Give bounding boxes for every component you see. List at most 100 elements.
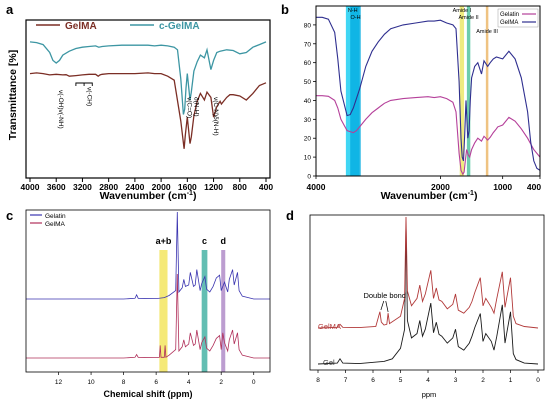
annotation-a: v(-CH): [85, 87, 92, 106]
x-tick-label-c: 10: [87, 379, 95, 386]
arrow-double-bond-2: [385, 300, 389, 313]
band-d-c: [221, 250, 226, 372]
x-tick-label-d: 5: [399, 377, 403, 384]
series-line-gelma-c: [26, 273, 270, 359]
x-tick-label-d: 6: [371, 377, 375, 384]
band-label-c: c: [202, 236, 207, 246]
y-tick-label-b: 60: [304, 60, 312, 67]
panel-c: c a+b c d 12 10 8 6 4 2 0 Gelatin GelMA Chemical…: [6, 208, 271, 399]
y-tick-label-b: 70: [304, 41, 312, 48]
series-line-gelatin-b: [316, 95, 541, 176]
band-amide-ii-b: [466, 6, 471, 176]
x-tick-label-a: 800: [233, 182, 247, 192]
x-tick-label-d: 0: [536, 377, 540, 384]
x-axis-label-c: Chemical shift (ppm): [103, 389, 192, 399]
y-tick-label-b: 50: [304, 79, 312, 86]
legend-label-gelma-a: GelMA: [65, 21, 97, 32]
annotation-double-bond: Double bond: [363, 291, 406, 300]
annotation-a: v(C=O): [186, 97, 193, 118]
y-tick-label-b: 30: [304, 117, 312, 124]
arrow-double-bond-1: [380, 300, 385, 311]
x-tick-label-d: 8: [316, 377, 320, 384]
x-tick-label-d: 2: [481, 377, 485, 384]
x-tick-label-a: 2400: [125, 182, 144, 192]
series-lines-b: [316, 16, 541, 176]
x-tick-label-c: 0: [252, 379, 256, 386]
annotation-a: v(C-N)δ(N-H): [212, 97, 219, 136]
series-label-gelma-d: GelMA: [318, 322, 341, 331]
y-tick-label-b: 20: [304, 136, 312, 143]
band-a-b-c: [159, 250, 168, 372]
series-line-gelma-d: [317, 216, 539, 329]
y-axis-label-a: Transmittance [%]: [7, 50, 19, 140]
x-ticks-a: 4000 3600 3200 2800 2400 2000 1600 1200 800 400: [21, 178, 273, 192]
band-c-c: [201, 250, 208, 372]
series-line-gelma-a: [29, 72, 267, 149]
band-label-b: Amide I: [453, 8, 472, 14]
x-tick-label-a: 400: [259, 182, 273, 192]
y-tick-label-b: 0: [307, 174, 311, 181]
x-tick-label-a: 3200: [73, 182, 92, 192]
x-tick-label-b: 2000: [431, 182, 450, 192]
x-tick-label-a: 1200: [204, 182, 223, 192]
series-lines-d: Gel GelMA Double bond: [317, 216, 539, 367]
x-axis-label-a: Wavenumber (cm-1): [100, 190, 197, 202]
x-tick-label-b: 400: [527, 182, 541, 192]
band-amide-i-b: [459, 6, 465, 176]
bands-c: a+b c d: [156, 236, 226, 372]
series-lines-c: [26, 211, 270, 359]
plot-frame-b: [315, 5, 541, 177]
x-tick-label-c: 2: [219, 379, 223, 386]
ch-bracket: [75, 82, 93, 86]
band-label-c: a+b: [156, 236, 172, 246]
series-label-gel-d: Gel: [323, 358, 335, 367]
legend-label-gelma-c: GelMA: [45, 221, 66, 228]
plot-frame-d: [309, 214, 545, 371]
band-amide-iii-b: [485, 6, 489, 176]
x-ticks-c: 12 10 8 6 4 2 0: [55, 372, 256, 386]
panel-letter-d: d: [286, 208, 294, 223]
x-tick-label-a: 2800: [99, 182, 118, 192]
series-line-gel-d: [317, 224, 539, 365]
legend-label-gelatin-b: Gelatin: [500, 12, 519, 18]
series-line-gelatin-c: [26, 211, 270, 300]
band-label-b: Amide II: [459, 15, 480, 21]
x-tick-label-a: 3600: [47, 182, 66, 192]
axis-ticks-b: 0 10 20 30 40 50 60 70 80 4000 2000 1000 400: [304, 22, 542, 192]
panel-letter-b: b: [281, 2, 289, 17]
annotation-a: v(-OH)v(-NH): [57, 90, 64, 129]
plot-frame-c: [25, 209, 271, 373]
x-tick-label-b: 1000: [493, 182, 512, 192]
band-label-c: d: [220, 236, 226, 246]
x-tick-label-a: 2000: [152, 182, 171, 192]
legend-label-gelma-b: GelMA: [500, 20, 518, 26]
panel-d: d Gel GelMA Double bond 8 7 6 5 4 3 2 1 0 ppm: [286, 208, 545, 399]
y-tick-label-b: 40: [304, 98, 312, 105]
series-lines-a: [29, 41, 267, 149]
x-tick-label-d: 7: [344, 377, 348, 384]
x-axis-label-b: Wavenumber (cm-1): [381, 190, 478, 202]
series-line-gelma-b: [316, 16, 541, 171]
y-tick-label-b: 80: [304, 22, 312, 29]
x-tick-label-d: 4: [426, 377, 430, 384]
legend-label-gelatin-c: Gelatin: [45, 213, 66, 220]
y-tick-label-b: 10: [304, 155, 312, 162]
x-tick-label-b: 4000: [307, 182, 326, 192]
x-tick-label-c: 4: [187, 379, 191, 386]
x-tick-label-a: 1600: [178, 182, 197, 192]
x-tick-label-c: 6: [154, 379, 158, 386]
annotations-a: v(-OH)v(-NH) v(-CH) v(C=O) δ(N-H) v(C-N)δ(N-…: [57, 87, 219, 136]
x-axis-label-d: ppm: [422, 390, 437, 399]
x-tick-label-d: 1: [509, 377, 513, 384]
plot-frame-a: [25, 19, 271, 179]
annotation-a: δ(N-H): [192, 97, 199, 117]
band-o-h-b: [350, 6, 361, 176]
band-label-b: O-H: [350, 15, 360, 21]
x-tick-label-a: 4000: [21, 182, 40, 192]
band-label-b: N-H: [348, 8, 358, 14]
x-tick-label-c: 12: [55, 379, 63, 386]
